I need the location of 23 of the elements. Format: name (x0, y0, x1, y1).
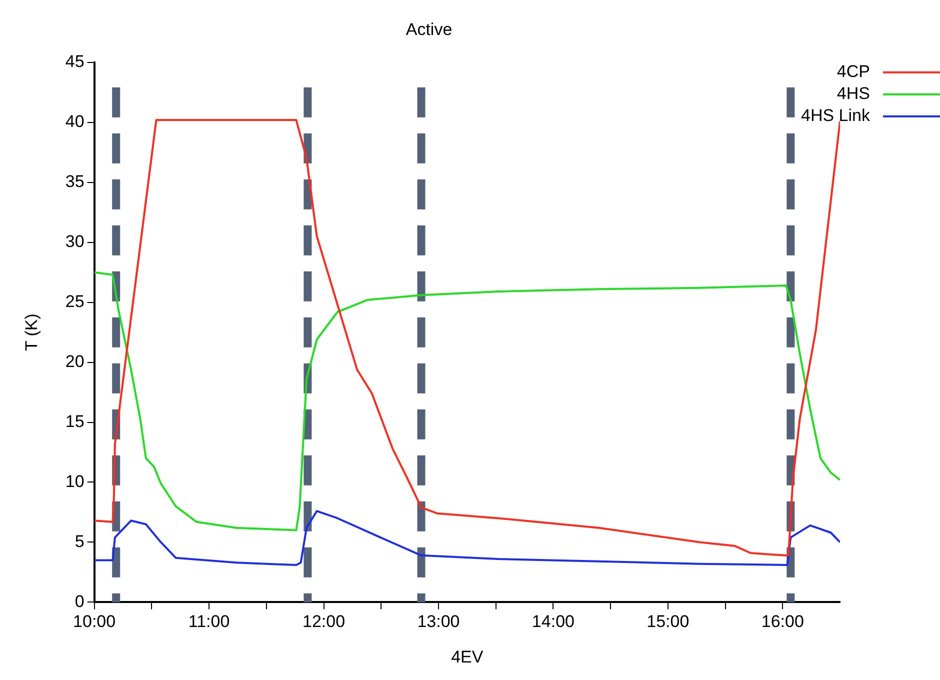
x-tick-label: 16:00 (761, 612, 804, 632)
legend-label: 4HS Link (801, 106, 870, 126)
chart-title: Active (406, 20, 452, 39)
x-tick-label: 10:00 (73, 612, 116, 632)
x-tick-label: 12:00 (302, 612, 346, 632)
y-tick-label: 10 (65, 472, 84, 491)
legend-label: 4CP (836, 62, 870, 82)
y-tick-label: 35 (65, 172, 84, 192)
x-tick-label: 14:00 (532, 612, 574, 632)
y-tick-label: 30 (65, 232, 84, 252)
y-tick-label: 45 (65, 52, 84, 72)
y-tick-label: 25 (65, 292, 84, 311)
y-tick-label: 15 (65, 412, 84, 431)
y-tick-label: 40 (65, 112, 84, 132)
x-axis-title: 4EV (451, 647, 484, 666)
x-tick-label: 13:00 (417, 612, 460, 632)
x-tick-label: 15:00 (646, 612, 690, 632)
legend-label: 4HS (836, 84, 870, 104)
y-axis-title: T (K) (22, 314, 41, 352)
y-tick-label: 5 (74, 532, 84, 551)
x-tick-label: 11:00 (188, 612, 230, 632)
y-tick-label: 0 (74, 592, 84, 611)
y-tick-label: 20 (65, 352, 84, 371)
